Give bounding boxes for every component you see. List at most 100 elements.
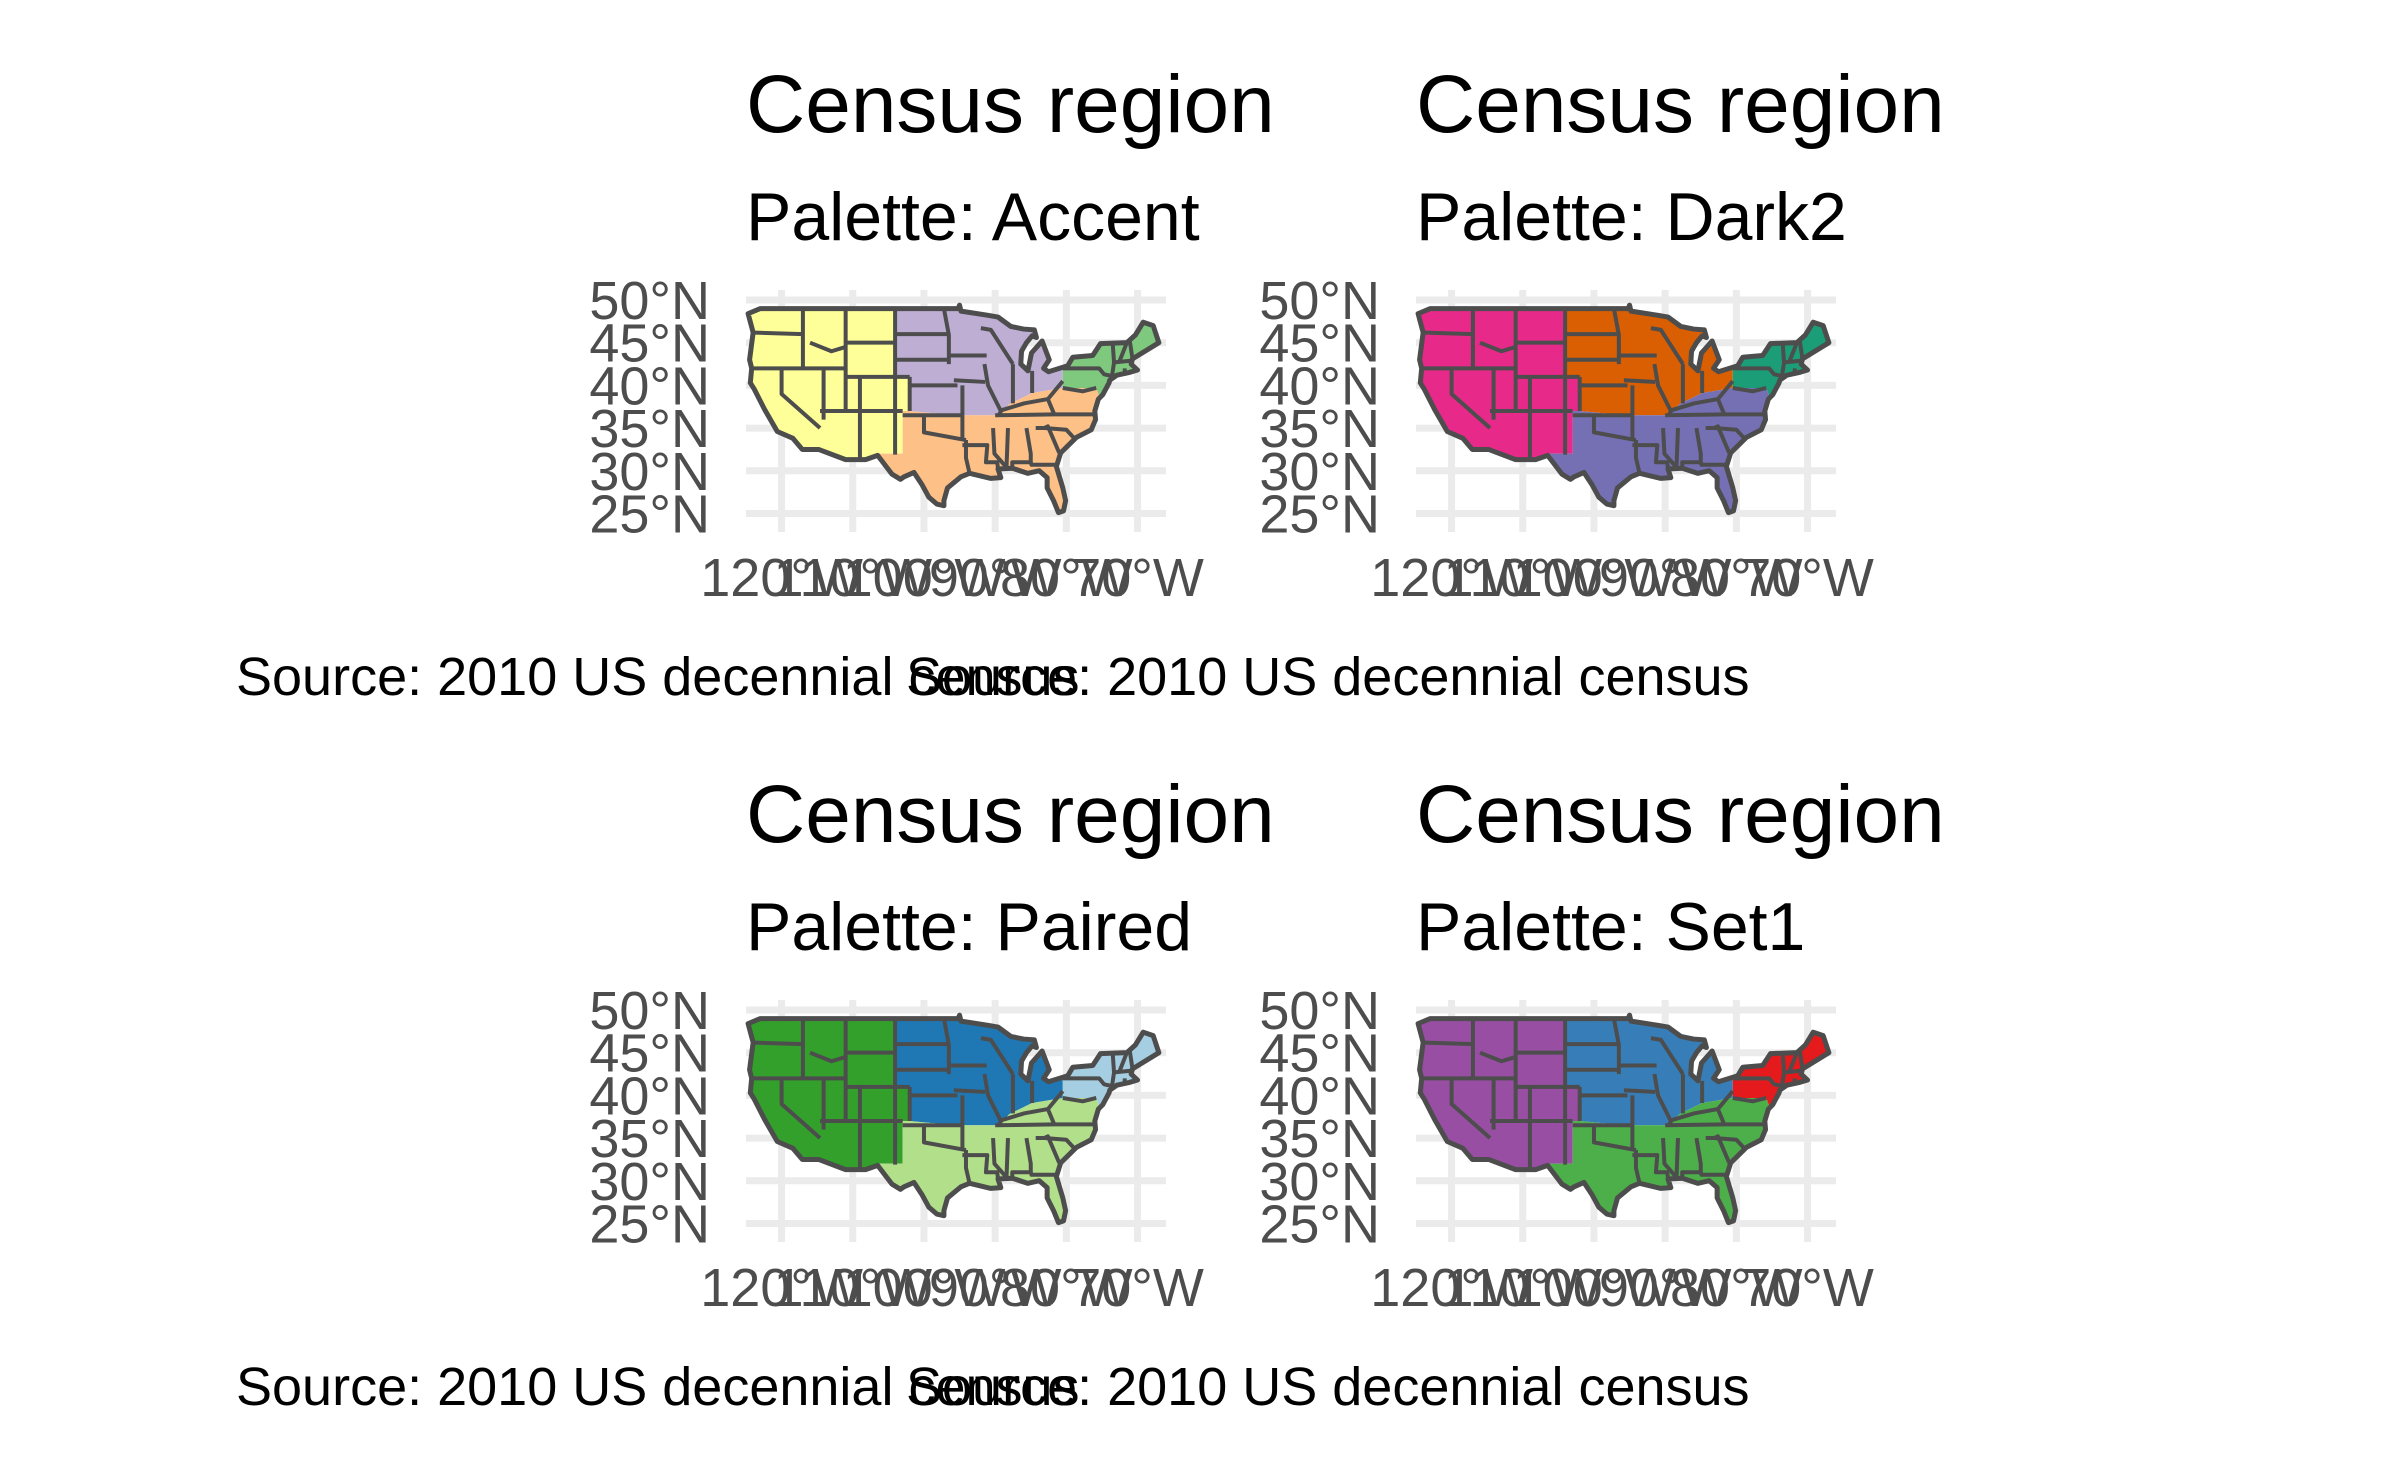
lat-tick-label: 45°N [589,314,710,374]
lat-tick-label: 30°N [1259,442,1380,502]
state-border [1677,428,1678,467]
state-border [1654,364,1670,411]
state-border [984,1074,1000,1121]
lat-tick-label: 45°N [1259,1024,1380,1084]
state-border [1063,1098,1096,1101]
state-border [1422,368,1490,428]
panel-title: Census region [746,59,1275,150]
state-border [1480,1053,1516,1062]
state-border [1119,1053,1127,1073]
state-border [1114,1071,1132,1073]
state-border [1789,343,1797,363]
state-border [1112,343,1114,377]
state-border [1682,428,1700,468]
state-border [962,445,998,469]
state-border [1663,1138,1676,1177]
state-border [1031,1172,1056,1175]
state-border [1063,388,1096,391]
lat-tick-label: 35°N [589,399,710,459]
state-border [1665,1124,1765,1125]
lat-tick-label: 50°N [1259,981,1380,1041]
lat-tick-label: 25°N [589,1194,710,1254]
state-border [1036,428,1074,437]
state-border [1130,1050,1133,1069]
state-border [1119,343,1127,363]
panel-subtitle: Palette: Paired [746,889,1192,965]
state-border [1594,1125,1636,1150]
lon-tick-label: 100°W [843,548,1006,608]
lon-tick-label: 80°W [1000,548,1133,608]
lat-tick-label: 40°N [1259,356,1380,416]
state-border [1663,428,1676,467]
lon-tick-label: 90°W [929,548,1062,608]
state-border [1422,332,1473,334]
lon-tick-label: 90°W [1599,1258,1732,1318]
lat-tick-label: 45°N [589,1024,710,1084]
lon-tick-label: 120°W [1370,548,1533,608]
state-border [1007,1138,1008,1177]
state-border [1800,1050,1803,1069]
lat-tick-label: 25°N [1259,1194,1380,1254]
lon-tick-label: 120°W [700,1258,863,1318]
panel-subtitle: Palette: Set1 [1416,889,1805,965]
state-border [1651,328,1683,364]
panel-caption: Source: 2010 US decennial census [906,1357,1750,1417]
state-border [1714,426,1729,453]
state-border [752,368,820,428]
lat-tick-label: 50°N [589,981,710,1041]
state-border [1632,445,1668,469]
state-border [1782,343,1784,377]
lon-tick-label: 70°W [1071,1258,1204,1318]
lon-tick-label: 80°W [1000,1258,1133,1318]
state-border [1733,1098,1766,1101]
country-outline [1418,1015,1829,1222]
lon-tick-label: 90°W [929,1258,1062,1318]
state-border [1048,1091,1063,1109]
country-outline [748,305,1159,512]
lat-tick-label: 45°N [1259,314,1380,374]
lon-tick-label: 110°W [1443,1258,1602,1318]
map-panel-4: Census region Palette: Set1 50°N45°N40°N35… [906,769,1945,1417]
state-border [1480,343,1516,352]
state-border [1012,428,1030,468]
state-border [1063,368,1112,376]
state-border [1714,1136,1729,1163]
lat-tick-label: 35°N [589,1109,710,1169]
lon-tick-label: 100°W [843,1258,1006,1318]
state-border [995,1124,1095,1125]
lat-tick-label: 50°N [1259,271,1380,331]
lat-tick-label: 35°N [1259,1109,1380,1169]
state-border [1665,414,1765,415]
panel-title: Census region [746,769,1275,860]
state-border [1733,1078,1782,1086]
state-border [995,414,1095,415]
state-border [1036,1138,1074,1147]
panel-title: Census region [1416,59,1945,150]
state-border [1733,368,1782,376]
state-border [993,1138,1006,1177]
lon-tick-label: 120°W [1370,1258,1533,1318]
state-border [999,1109,1055,1125]
state-border [1789,1053,1797,1073]
state-border [810,1053,846,1062]
state-border [924,1125,966,1150]
panel-subtitle: Palette: Accent [746,179,1200,255]
panel-subtitle: Palette: Dark2 [1416,179,1847,255]
lon-tick-label: 90°W [1599,548,1732,608]
state-border [1632,1155,1668,1179]
lat-tick-label: 30°N [589,442,710,502]
state-border [1048,381,1063,399]
state-border [810,343,846,352]
lat-tick-label: 35°N [1259,399,1380,459]
lon-tick-label: 100°W [1513,548,1676,608]
state-border [1044,1136,1059,1163]
lat-tick-label: 25°N [589,484,710,544]
state-border [1706,428,1744,437]
state-border [962,1155,998,1179]
state-border [1718,1091,1733,1109]
lon-tick-label: 120°W [700,548,863,608]
state-border [1718,381,1733,399]
lon-tick-label: 110°W [1443,548,1602,608]
